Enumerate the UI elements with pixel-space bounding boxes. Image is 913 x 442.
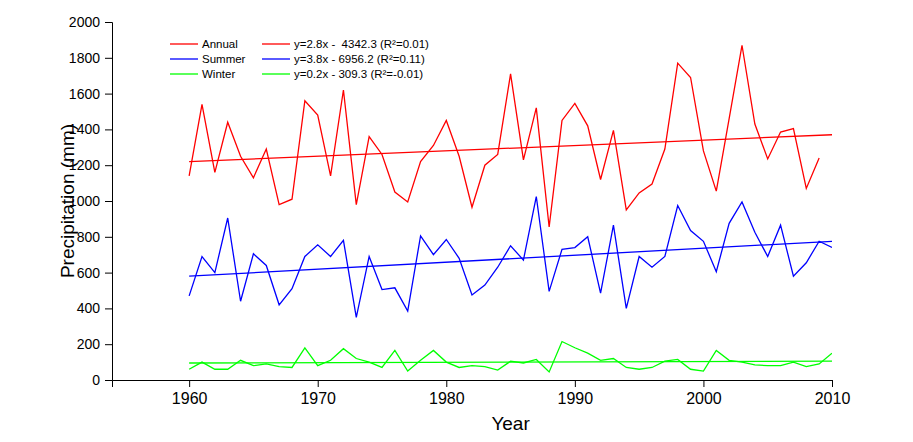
y-tick-label: 600 [77, 265, 101, 281]
x-axis: 1960 1970 1980 1990 2000 2010 [113, 380, 851, 407]
series-line [189, 45, 819, 227]
legend-swatch [262, 43, 290, 44]
x-tick-label: 2000 [686, 390, 722, 407]
legend-item: y=0.2x - 309.3 (R²=-0.01) [262, 68, 423, 80]
x-tick: 1990 [558, 380, 594, 407]
x-tick: 1960 [172, 380, 208, 407]
x-tick-label: 1980 [429, 390, 465, 407]
y-tick-label: 2000 [69, 14, 100, 30]
series-lines [189, 45, 832, 372]
legend-label: y=3.8x - 6956.2 (R²=0.11) [294, 53, 425, 65]
x-tick-mark [703, 380, 704, 387]
y-tick-label: 400 [77, 300, 101, 316]
legend-label: y=0.2x - 309.3 (R²=-0.01) [294, 68, 423, 80]
y-tick-label: 0 [92, 372, 100, 388]
x-tick-mark [189, 380, 190, 387]
y-tick-label: 800 [77, 229, 101, 245]
legend: Annual Summer Winter y=2.8x - 4342.3 (R²=0.… [170, 38, 429, 80]
x-axis-title: Year [491, 413, 530, 434]
series-line [189, 197, 832, 318]
x-tick: 1970 [300, 380, 336, 407]
x-tick-label: 1970 [300, 390, 336, 407]
y-tick-mark [105, 129, 112, 130]
legend-swatch [170, 73, 198, 74]
y-tick: 1800 [69, 50, 112, 66]
x-tick-label: 1990 [558, 390, 594, 407]
y-tick: 2000 [69, 14, 112, 30]
y-tick-mark [105, 237, 112, 238]
x-tick-label: 2010 [815, 390, 851, 407]
y-tick: 1600 [69, 86, 112, 102]
y-tick-mark [105, 165, 112, 166]
trend-line [189, 361, 832, 363]
legend-item: Summer [170, 53, 246, 65]
legend-label: Summer [202, 53, 246, 65]
chart: 1960197019801990200020100200400600800100… [0, 0, 913, 442]
y-tick-mark [105, 58, 112, 59]
y-axis-title: Precipitation (mm) [57, 124, 78, 278]
y-tick-mark [105, 201, 112, 202]
x-tick-mark [832, 380, 833, 387]
plot-area: 1960197019801990200020100200400600800100… [69, 14, 851, 407]
x-tick: 1980 [429, 380, 465, 407]
y-tick: 0 [92, 372, 112, 388]
y-tick: 200 [77, 336, 112, 352]
legend-item: Annual [170, 38, 238, 50]
x-tick-label: 1960 [172, 390, 208, 407]
y-tick-label: 1600 [69, 86, 100, 102]
y-tick-mark [105, 22, 112, 23]
y-tick-mark [105, 308, 112, 309]
y-tick-label: 200 [77, 336, 101, 352]
legend-item: Winter [170, 68, 235, 80]
legend-label: y=2.8x - 4342.3 (R²=0.01) [294, 38, 429, 50]
y-tick: 400 [77, 300, 112, 316]
legend-label: Winter [202, 68, 235, 80]
y-tick: 800 [77, 229, 112, 245]
legend-item: y=3.8x - 6956.2 (R²=0.11) [262, 53, 425, 65]
series-line [189, 342, 832, 372]
y-tick: 600 [77, 265, 112, 281]
x-tick-mark [575, 380, 576, 387]
legend-swatch [170, 43, 198, 44]
x-axis-line [113, 381, 833, 388]
legend-item: y=2.8x - 4342.3 (R²=0.01) [262, 38, 429, 50]
legend-swatch [262, 58, 290, 59]
trend-line [189, 135, 832, 162]
x-tick-mark [446, 380, 447, 387]
trend-line [189, 241, 832, 276]
y-tick-mark [105, 344, 112, 345]
legend-swatch [170, 58, 198, 59]
y-tick-label: 1800 [69, 50, 100, 66]
y-tick-mark [105, 273, 112, 274]
legend-label: Annual [202, 38, 238, 50]
x-tick: 2000 [686, 380, 722, 407]
y-tick-mark [105, 94, 112, 95]
y-axis-line [105, 23, 113, 381]
x-tick-mark [318, 380, 319, 387]
y-tick-mark [105, 380, 112, 381]
legend-swatch [262, 73, 290, 74]
x-tick: 2010 [815, 380, 851, 407]
